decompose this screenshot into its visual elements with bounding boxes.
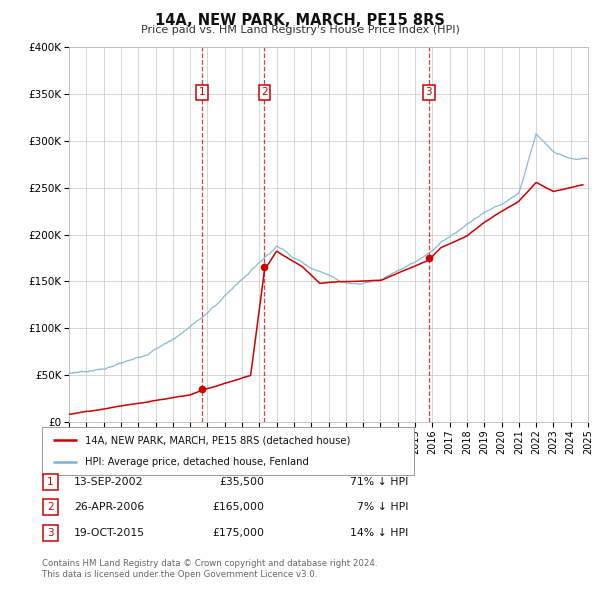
Text: 14% ↓ HPI: 14% ↓ HPI <box>350 528 408 537</box>
Text: 71% ↓ HPI: 71% ↓ HPI <box>350 477 408 487</box>
Text: 14A, NEW PARK, MARCH, PE15 8RS (detached house): 14A, NEW PARK, MARCH, PE15 8RS (detached… <box>85 435 350 445</box>
Text: 13-SEP-2002: 13-SEP-2002 <box>74 477 143 487</box>
Text: Contains HM Land Registry data © Crown copyright and database right 2024.: Contains HM Land Registry data © Crown c… <box>42 559 377 568</box>
Text: 1: 1 <box>47 477 54 487</box>
Text: This data is licensed under the Open Government Licence v3.0.: This data is licensed under the Open Gov… <box>42 571 317 579</box>
Text: £165,000: £165,000 <box>212 503 264 512</box>
Text: 2: 2 <box>47 503 54 512</box>
Text: 7% ↓ HPI: 7% ↓ HPI <box>356 503 408 512</box>
Text: 1: 1 <box>199 87 206 97</box>
Text: 19-OCT-2015: 19-OCT-2015 <box>74 528 145 537</box>
Text: £175,000: £175,000 <box>212 528 264 537</box>
Text: 14A, NEW PARK, MARCH, PE15 8RS: 14A, NEW PARK, MARCH, PE15 8RS <box>155 13 445 28</box>
Text: 2: 2 <box>261 87 268 97</box>
Text: £35,500: £35,500 <box>219 477 264 487</box>
Text: Price paid vs. HM Land Registry's House Price Index (HPI): Price paid vs. HM Land Registry's House … <box>140 25 460 35</box>
FancyBboxPatch shape <box>43 474 58 490</box>
Text: HPI: Average price, detached house, Fenland: HPI: Average price, detached house, Fenl… <box>85 457 308 467</box>
FancyBboxPatch shape <box>43 525 58 540</box>
Text: 3: 3 <box>47 528 54 537</box>
Text: 26-APR-2006: 26-APR-2006 <box>74 503 144 512</box>
Text: 3: 3 <box>425 87 432 97</box>
FancyBboxPatch shape <box>43 499 58 516</box>
